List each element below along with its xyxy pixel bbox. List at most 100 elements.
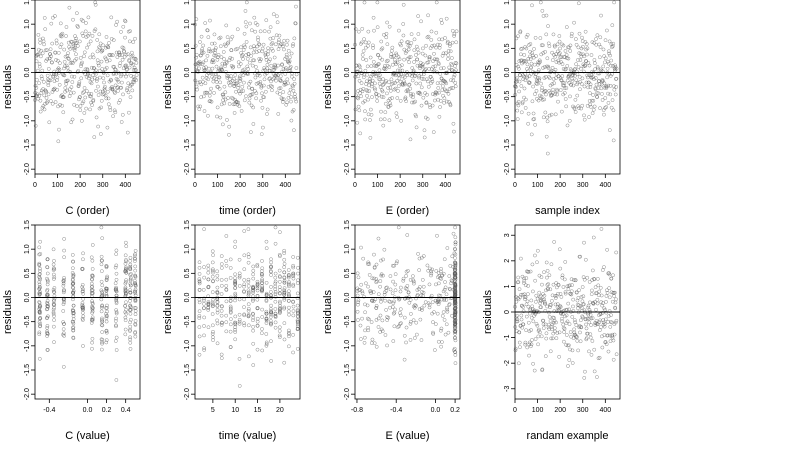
data-point — [294, 99, 298, 104]
data-point — [578, 87, 582, 92]
data-point — [266, 49, 271, 54]
data-point — [536, 98, 541, 103]
data-point — [225, 118, 229, 122]
data-point — [437, 45, 442, 50]
data-point — [564, 53, 569, 57]
data-point — [391, 311, 396, 316]
data-point — [133, 291, 138, 296]
data-point — [396, 55, 401, 59]
data-point — [216, 75, 221, 79]
data-point — [436, 298, 441, 303]
data-point — [576, 1, 581, 6]
data-point — [580, 299, 585, 304]
data-point — [611, 138, 616, 143]
data-point — [360, 289, 365, 294]
data-point — [365, 93, 369, 98]
data-point — [383, 101, 388, 106]
data-point — [51, 310, 56, 315]
data-point — [417, 256, 422, 261]
data-point — [605, 291, 610, 295]
data-point — [599, 325, 603, 329]
data-point — [412, 281, 416, 286]
data-point — [286, 275, 291, 280]
data-point — [71, 321, 76, 326]
data-point — [370, 337, 375, 342]
data-point — [269, 260, 273, 265]
data-point — [105, 73, 110, 78]
data-point — [52, 79, 57, 83]
data-point — [570, 348, 575, 353]
data-point — [124, 278, 128, 282]
data-point — [588, 85, 593, 89]
data-point — [292, 92, 297, 96]
data-point — [585, 104, 590, 108]
data-point — [380, 296, 384, 301]
data-point — [555, 89, 560, 93]
data-point — [277, 329, 282, 333]
data-point — [541, 14, 546, 18]
data-point — [360, 291, 365, 296]
data-point — [422, 128, 427, 133]
data-point — [518, 295, 523, 299]
data-point — [295, 327, 300, 331]
data-point — [382, 32, 386, 37]
data-point — [286, 274, 291, 279]
data-point — [71, 17, 75, 22]
data-point — [201, 288, 206, 292]
data-point — [90, 299, 94, 303]
data-point — [242, 323, 247, 328]
data-point — [515, 313, 519, 318]
data-point — [378, 117, 383, 122]
data-point — [71, 317, 76, 321]
data-point — [128, 308, 132, 313]
data-point — [442, 298, 447, 302]
data-point — [380, 46, 385, 51]
data-point — [541, 322, 546, 327]
data-point — [222, 84, 227, 89]
data-point — [513, 348, 518, 353]
data-point — [255, 316, 260, 321]
data-point — [264, 18, 269, 23]
data-point — [453, 80, 458, 85]
data-point — [104, 311, 108, 316]
data-point — [293, 96, 298, 101]
data-point — [450, 313, 454, 318]
data-point — [420, 64, 425, 69]
data-point — [384, 59, 389, 64]
data-point — [206, 277, 211, 282]
data-point — [37, 282, 42, 287]
data-point — [264, 246, 269, 251]
y-tick-label: -0.5 — [184, 91, 191, 103]
data-point — [541, 51, 546, 55]
data-point — [120, 53, 124, 57]
data-point — [284, 52, 289, 57]
data-point — [377, 77, 382, 82]
data-point — [427, 66, 431, 71]
data-point — [421, 284, 426, 289]
data-point — [37, 61, 42, 66]
data-point — [254, 50, 259, 54]
data-point — [362, 75, 366, 80]
data-point — [255, 323, 260, 328]
data-point — [527, 340, 532, 345]
data-point — [90, 243, 95, 247]
data-point — [446, 330, 451, 335]
data-point — [401, 33, 406, 38]
data-point — [549, 92, 554, 97]
data-point — [264, 280, 269, 285]
data-point — [358, 67, 363, 72]
y-tick-label: 2 — [504, 259, 511, 263]
data-point — [419, 293, 424, 298]
data-point — [287, 91, 292, 96]
data-point — [558, 76, 563, 80]
data-point — [94, 68, 98, 73]
data-point — [514, 315, 518, 320]
data-point — [37, 304, 42, 309]
data-point — [217, 86, 222, 91]
data-point — [291, 274, 295, 278]
data-point — [242, 312, 246, 317]
data-point — [443, 71, 448, 75]
data-point — [553, 54, 558, 59]
data-point — [59, 34, 64, 39]
